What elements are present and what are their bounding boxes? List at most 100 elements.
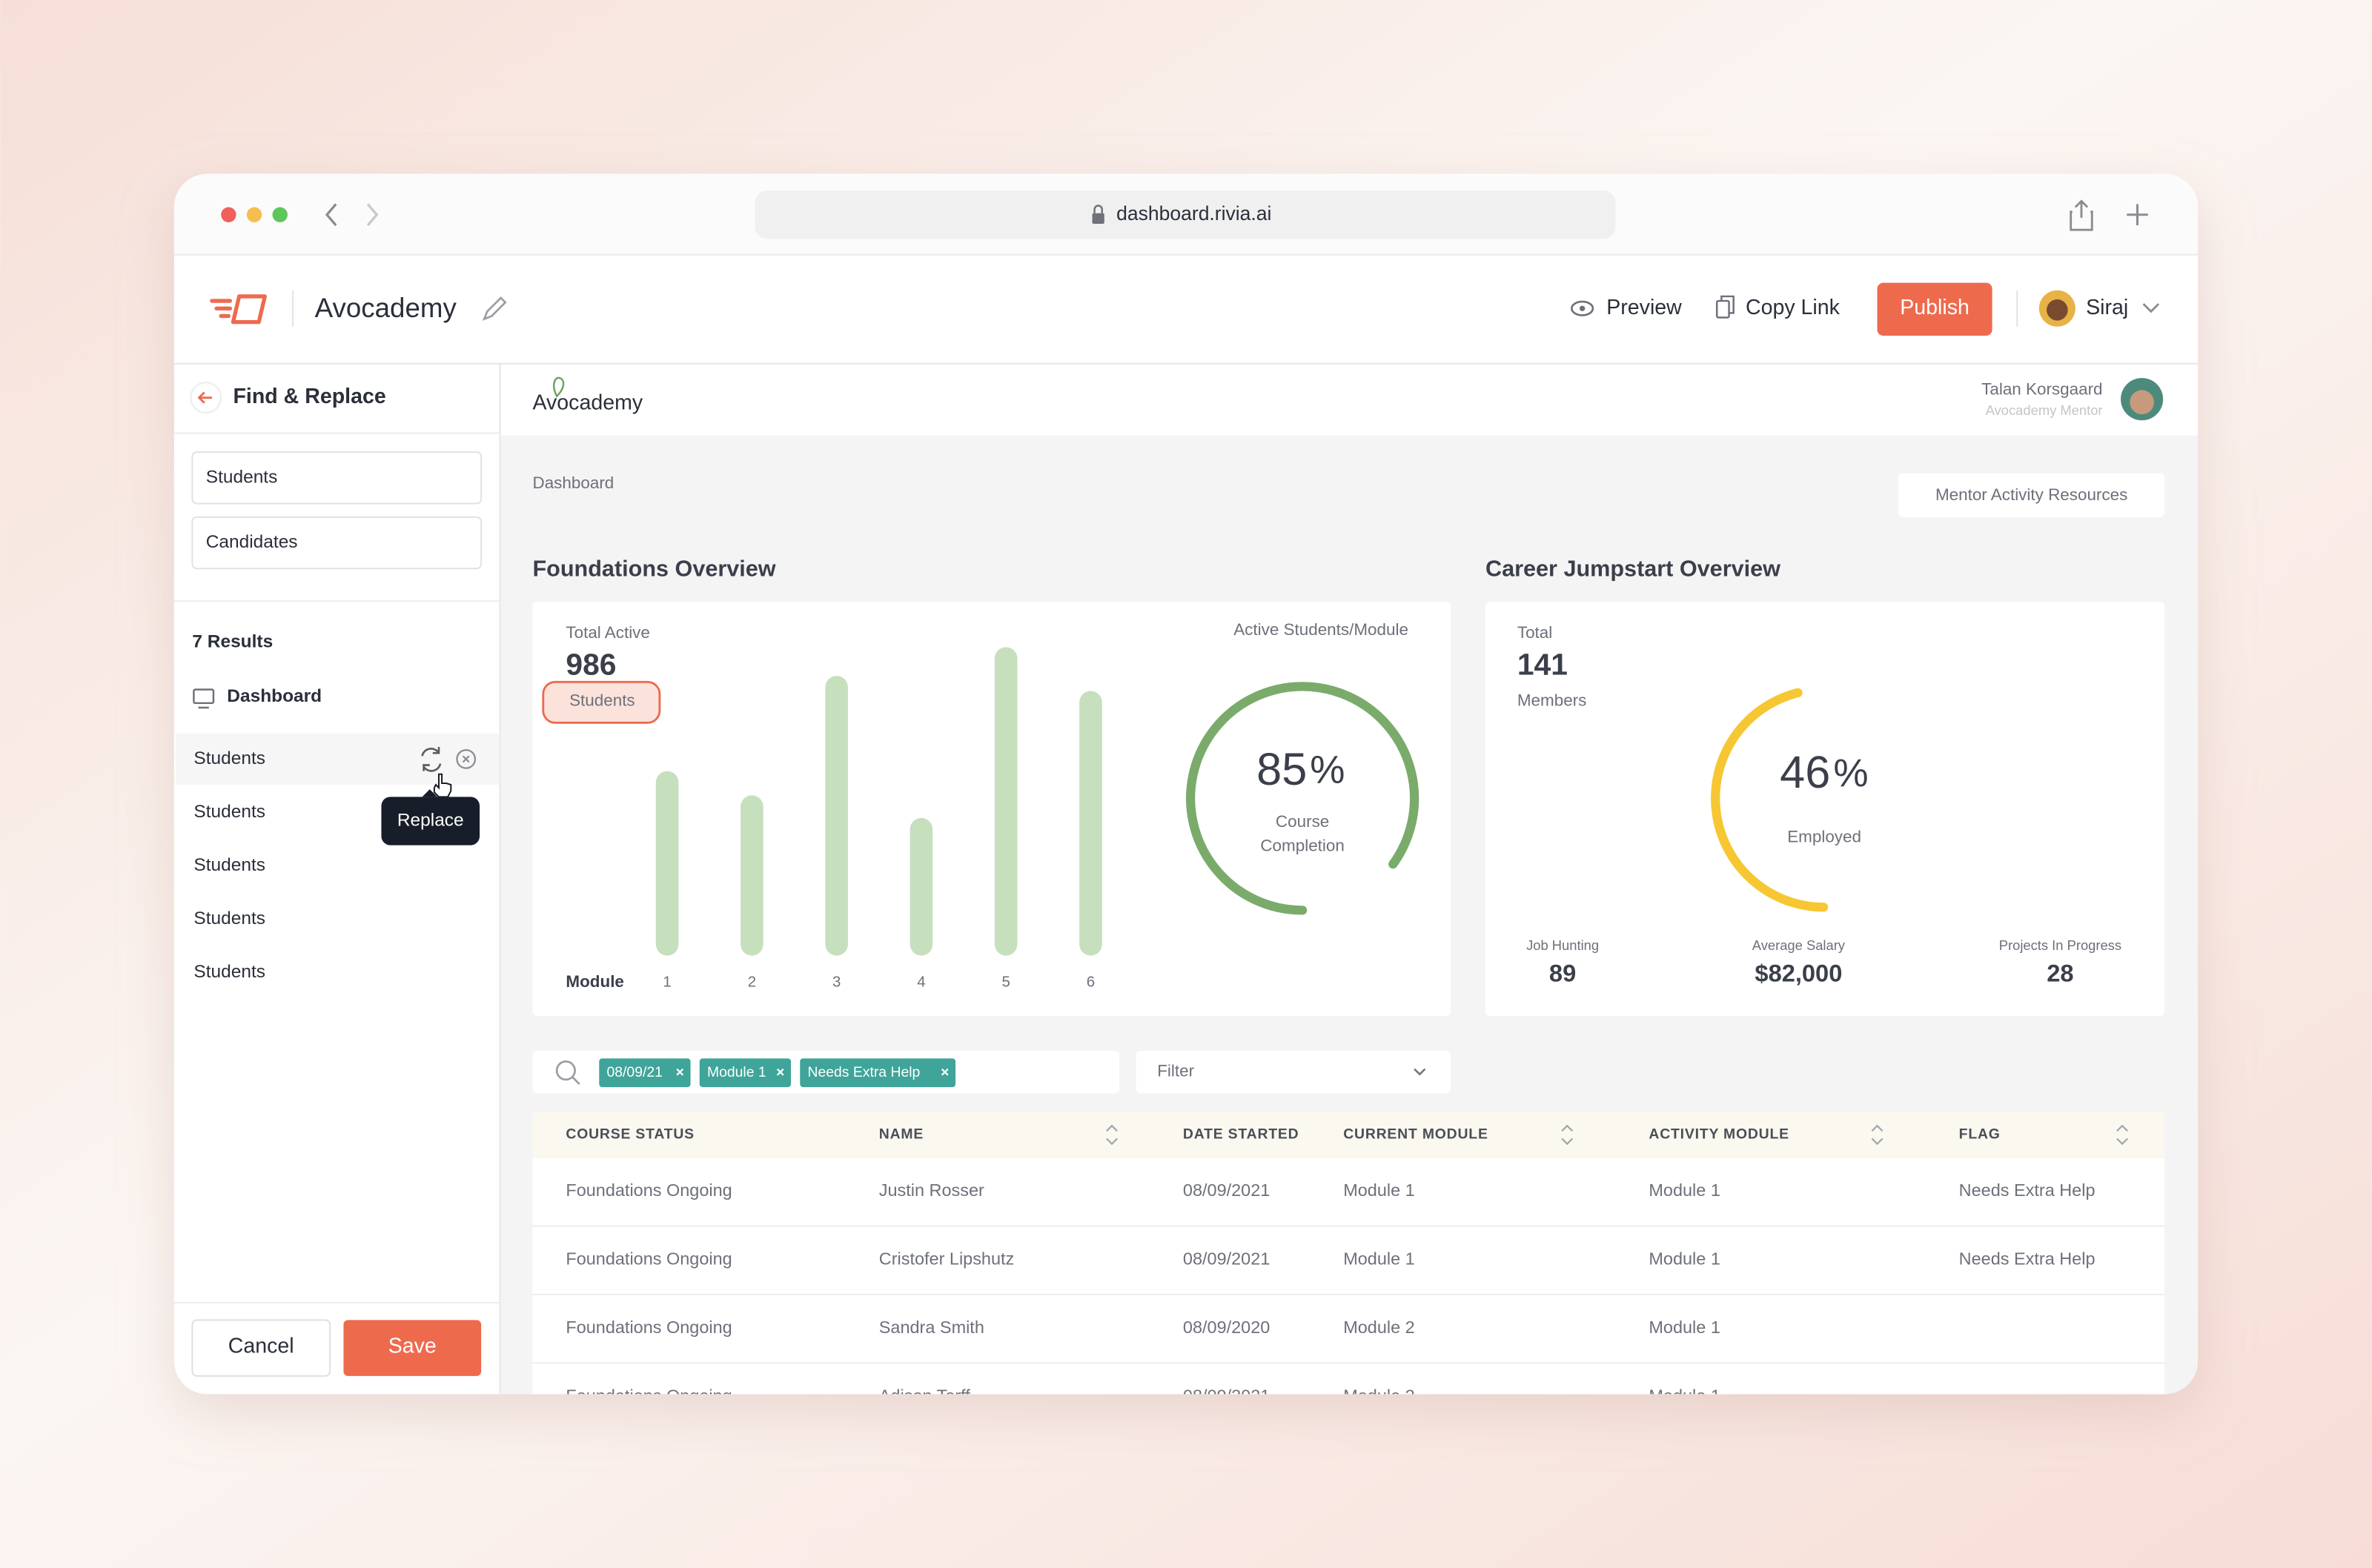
url-bar[interactable] [755,190,1616,239]
gauge-unit: % [1833,751,1868,795]
user-menu-chevron[interactable] [2142,303,2160,313]
total-value: 986 [566,648,616,682]
preview-button[interactable]: Preview [1606,296,1682,319]
sort-icon[interactable] [2116,1124,2129,1146]
filter-tag-remove[interactable] [941,1068,949,1076]
user-name: Siraj [2086,296,2128,319]
search-icon [555,1060,576,1081]
chart-title: Active Students/Module [1233,620,1408,639]
copy-link-button[interactable]: Copy Link [1746,296,1841,319]
x-tick-label: 4 [917,974,925,991]
bar [741,795,763,956]
result-item[interactable]: Students [193,802,265,822]
filter-tag-remove[interactable] [676,1068,684,1076]
window-content: dashboard.rivia.ai Avocademy Preview Copy L… [173,173,2199,1405]
table-cell: Module 1 [1343,1249,1414,1269]
result-group: Dashboard [227,686,322,706]
results-count: 7 Results [192,632,273,652]
replace-icon[interactable] [421,747,442,772]
dropdown-chevron [1414,1068,1426,1076]
sort-icon[interactable] [1871,1124,1884,1146]
table-cell: Module 1 [1649,1386,1720,1405]
cancel-button[interactable] [191,1319,331,1377]
table-cell: Cristofer Lipshutz [879,1249,1014,1269]
table-cell: Foundations Ongoing [566,1180,732,1200]
window-dot[interactable] [221,207,236,222]
bar [994,647,1018,956]
table-header [532,1111,2165,1159]
preview-icon[interactable] [1571,300,1594,316]
x-tick-label: 5 [1002,974,1010,991]
table-cell: Foundations Ongoing [566,1318,732,1337]
table-cell: Sandra Smith [879,1318,984,1337]
gauge-arc [1711,688,1829,912]
result-item[interactable]: Students [193,962,265,982]
dismiss-icon[interactable] [456,748,477,769]
brand-avocado [553,376,565,398]
new-tab-icon[interactable] [2127,204,2148,226]
brand: Avocademy [533,391,643,414]
dismiss-x [462,755,470,763]
back-arrow [197,391,212,404]
filter-dropdown[interactable] [1136,1051,1451,1094]
filter-tag-remove[interactable] [776,1068,784,1076]
result-item[interactable]: Students [193,908,265,928]
replace-input[interactable] [191,516,483,570]
total-value: 141 [1517,648,1568,682]
career-card [1485,602,2165,1017]
resources-button[interactable] [1898,473,2165,517]
window-dot[interactable] [272,207,288,222]
filter-tag[interactable] [699,1058,792,1088]
breadcrumb: Dashboard [533,474,614,492]
table-cell: Module 2 [1343,1386,1414,1405]
share-icon[interactable] [2070,199,2093,231]
bar [655,771,679,956]
bar [825,676,848,956]
filter-tag[interactable] [599,1058,691,1088]
column-header: COURSE STATUS [566,1126,695,1143]
save-button[interactable] [343,1320,482,1376]
section-title: Foundations Overview [533,556,776,581]
find-input[interactable] [191,451,483,505]
copy-icon[interactable] [1715,299,1730,319]
mentor-name: Talan Korsgaard [1981,379,2102,398]
result-item[interactable]: Students [193,855,265,875]
publish-button[interactable] [1877,282,1992,336]
highlight-pill [542,680,661,724]
filter-tag-label: Needs Extra Help [807,1064,920,1080]
forward-icon [366,203,379,227]
section-title: Career Jumpstart Overview [1485,556,1780,581]
gauge-label: Course [1276,812,1329,831]
project-name: Avocademy [315,293,457,323]
sort-icon[interactable] [1561,1124,1574,1146]
gauge-value: 85 [1256,744,1307,794]
table-cell: Justin Rosser [879,1180,984,1200]
tooltip-arrow [422,789,437,797]
gauge-arc [1186,682,1419,915]
stat-value: $82,000 [1755,960,1842,987]
bar [910,817,933,956]
edit-icon[interactable] [482,296,507,321]
window-dot[interactable] [246,207,262,222]
mentor-avatar-face [2130,390,2154,415]
column-header: FLAG [1959,1126,2001,1143]
table-cell: Module 1 [1649,1249,1720,1269]
publish-label: Publish [1900,296,1970,319]
table-cell: Needs Extra Help [1959,1249,2096,1269]
column-header: NAME [879,1126,924,1143]
sort-icon[interactable] [1106,1124,1118,1146]
filter-tag[interactable] [800,1058,956,1088]
stat-value: 28 [2047,960,2073,987]
save-label: Save [388,1335,437,1358]
gauge-unit: % [1310,748,1345,792]
logo [210,294,267,325]
result-item[interactable]: Students [193,748,265,768]
find-value: Students [206,467,278,487]
user-avatar-face [2047,299,2068,321]
table-cell: Module 1 [1649,1318,1720,1337]
table-cell: Module 1 [1649,1180,1720,1200]
filter-tag-label: 08/09/21 [606,1064,662,1080]
back-icon[interactable] [325,203,337,227]
